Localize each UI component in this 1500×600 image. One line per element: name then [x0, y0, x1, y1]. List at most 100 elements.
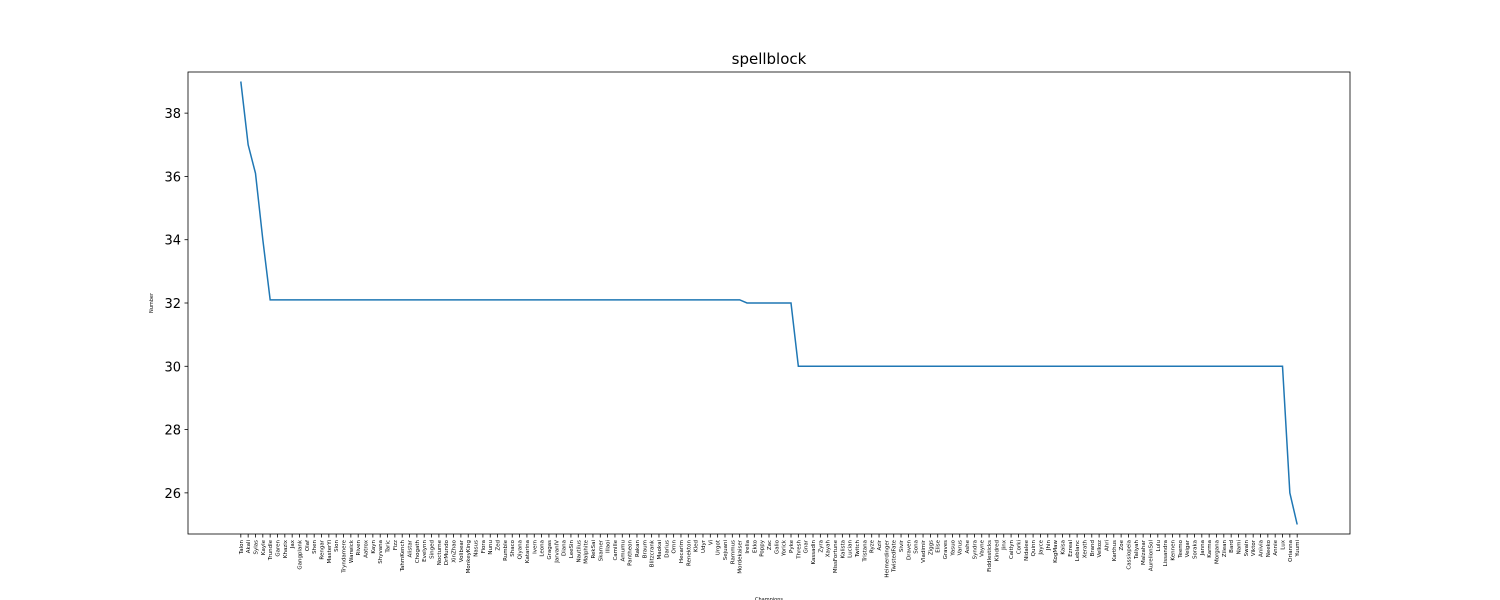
x-tick-label: Camille [613, 539, 619, 560]
x-tick-label: Riven [356, 539, 362, 555]
x-tick-label: Volibear [459, 539, 465, 562]
chart-title: spellblock [732, 50, 807, 68]
x-tick-label: Lissandra [1163, 540, 1169, 566]
x-tick-label: Jinx [1002, 539, 1008, 551]
y-tick-label: 30 [164, 360, 181, 375]
x-tick-label: Khazix [283, 539, 289, 558]
x-tick-label: KogMaw [1053, 540, 1059, 563]
x-tick-label: Leblanc [1075, 540, 1081, 561]
x-tick-label: Sylas [253, 540, 259, 555]
x-tick-label: Syndra [972, 540, 978, 559]
x-tick-label: Yasuo [950, 539, 956, 556]
x-tick-label: Annie [1273, 539, 1279, 555]
x-tick-label: Nautilus [576, 540, 582, 563]
x-tick-label: Sion [334, 539, 340, 551]
x-tick-label: Nasus [474, 540, 480, 557]
x-tick-label: Irelia [745, 540, 751, 554]
x-tick-label: Maokai [657, 540, 663, 560]
x-tick-label: Swain [1244, 539, 1250, 556]
x-tick-label: Tristana [862, 540, 868, 563]
x-tick-label: Shen [312, 539, 318, 553]
x-tick-label: Illaoi [606, 540, 612, 553]
x-tick-label: Chogath [415, 539, 421, 563]
x-tick-label: Kayle [261, 539, 267, 555]
x-tick-label: Akali [246, 540, 252, 554]
x-tick-label: Braum [642, 540, 648, 558]
x-tick-label: Blitzcrank [650, 539, 656, 567]
x-tick-label: Zed [496, 540, 502, 551]
x-tick-label: MasterYi [327, 540, 333, 564]
x-tick-label: Jax [290, 539, 296, 549]
x-tick-label: Rumble [503, 539, 509, 560]
x-tick-label: Fiddlesticks [987, 540, 993, 572]
x-tick-label: Karthus [1112, 540, 1118, 561]
x-tick-label: Hecarim [679, 540, 685, 563]
x-tick-label: Corki [1016, 540, 1022, 555]
x-tick-label: Xayah [826, 539, 832, 557]
x-tick-label: Brand [1090, 540, 1096, 556]
x-tick-label: Lulu [1156, 540, 1162, 551]
x-tick-label: Janna [1200, 540, 1206, 556]
x-tick-label: Evelynn [422, 539, 428, 561]
x-tick-label: Ekko [752, 539, 758, 553]
x-tick-label: Graves [943, 540, 949, 560]
x-tick-label: Zilean [1222, 540, 1228, 558]
x-tick-label: Teemo [1178, 539, 1184, 559]
line [240, 81, 1298, 525]
x-tick-label: Bard [1229, 540, 1235, 553]
x-tick-label: Anivia [1259, 540, 1265, 557]
x-tick-label: Trundle [268, 539, 274, 561]
x-tick-label: Kassadin [811, 539, 817, 564]
x-tick-label: Soraka [1192, 540, 1198, 559]
x-tick-label: Jayce [1038, 539, 1044, 555]
x-tick-label: Elise [936, 539, 942, 552]
x-tick-label: Zyra [818, 540, 824, 553]
x-tick-label: Poppy [760, 539, 766, 556]
x-tick-label: Gangplank [298, 539, 304, 569]
x-tick-label: Vladimir [921, 539, 927, 563]
x-tick-label: Warwick [349, 539, 355, 563]
x-tick-label: Cassiopeia [1126, 540, 1132, 570]
x-tick-label: Sivir [899, 539, 905, 552]
x-tick-label: Caitlyn [1009, 539, 1015, 559]
x-tick-label: Amumu [620, 540, 626, 561]
x-tick-label: Thresh [796, 539, 802, 559]
x-tick-label: Leona [540, 540, 546, 557]
x-tick-label: Heimerdinger [884, 539, 890, 577]
x-tick-label: Nami [1236, 540, 1242, 555]
x-tick-label: Ivern [532, 539, 538, 553]
x-tick-label: Galio [774, 539, 780, 554]
x-tick-label: Nunu [488, 540, 494, 555]
x-tick-label: Singed [430, 540, 436, 559]
x-tick-label: Nidalee [1024, 539, 1030, 560]
y-tick-label: 28 [164, 424, 181, 439]
x-tick-label: Kindred [994, 540, 1000, 561]
x-axis-label: Champions [755, 597, 783, 600]
x-tick-label: Kaisa [1060, 540, 1066, 555]
x-tick-label: Shaco [510, 539, 516, 556]
x-tick-label: Rengar [320, 539, 326, 559]
x-tick-label: Malphite [584, 539, 590, 563]
x-tick-label: Renekton [686, 539, 692, 566]
x-tick-label: Ashe [965, 539, 971, 553]
x-tick-label: Katarina [525, 540, 531, 563]
x-tick-label: Malzahar [1141, 539, 1147, 565]
x-tick-label: Ornn [672, 539, 678, 553]
x-tick-label: Orianna [1288, 540, 1294, 562]
x-tick-label: RekSai [591, 540, 597, 559]
x-tick-label: DrMundo [444, 539, 450, 565]
x-tick-label: Garen [275, 539, 281, 556]
x-tick-label: JarvanIV [554, 540, 560, 564]
x-tick-label: Velkoz [1097, 540, 1103, 558]
x-tick-label: Talon [239, 539, 245, 555]
x-tick-label: Nocturne [437, 539, 443, 565]
x-tick-label: TwistedFate [892, 539, 898, 573]
x-tick-label: Lux [1281, 539, 1287, 549]
x-tick-label: Tryndamere [342, 539, 348, 573]
x-tick-label: Neeko [1266, 539, 1272, 557]
x-tick-label: Qiyana [518, 540, 524, 559]
x-tick-label: Fiora [481, 540, 487, 553]
y-tick-label: 26 [164, 487, 181, 502]
x-tick-label: Rakan [635, 539, 641, 557]
x-tick-label: Yorick [782, 539, 788, 557]
